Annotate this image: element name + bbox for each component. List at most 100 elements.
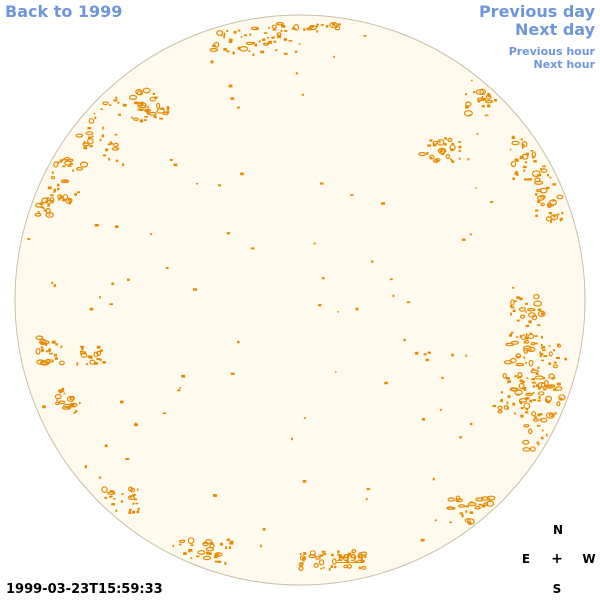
solar-feature xyxy=(556,356,560,359)
next-hour-link[interactable]: Next hour xyxy=(533,58,596,71)
solar-feature xyxy=(334,565,337,569)
next-day-link[interactable]: Next day xyxy=(515,20,595,39)
solar-feature xyxy=(134,423,138,427)
solar-feature xyxy=(546,173,549,177)
solar-feature xyxy=(501,391,503,394)
solar-feature xyxy=(537,391,545,396)
solar-feature xyxy=(225,546,228,550)
solar-feature xyxy=(541,359,544,362)
solar-feature xyxy=(475,187,477,189)
solar-feature xyxy=(510,161,517,168)
solar-feature xyxy=(183,552,187,555)
solar-feature xyxy=(76,166,83,171)
solar-feature xyxy=(533,160,537,163)
solar-feature xyxy=(102,101,109,106)
solar-feature xyxy=(98,476,102,479)
solar-feature xyxy=(267,37,270,39)
solar-feature xyxy=(146,112,150,115)
solar-feature xyxy=(54,357,58,360)
solar-feature xyxy=(486,495,496,501)
solar-feature xyxy=(540,344,543,347)
solar-feature xyxy=(115,225,119,228)
solar-feature xyxy=(346,554,350,558)
solar-feature xyxy=(358,566,361,569)
solar-feature xyxy=(512,177,515,180)
solar-feature xyxy=(528,178,533,181)
solar-feature xyxy=(132,502,135,505)
solar-feature xyxy=(39,361,50,366)
solar-feature xyxy=(530,150,534,152)
solar-feature xyxy=(223,35,225,39)
solar-feature xyxy=(61,406,72,410)
solar-feature xyxy=(360,551,368,556)
solar-feature xyxy=(115,96,118,100)
solar-feature xyxy=(202,555,212,561)
solar-feature xyxy=(528,359,534,367)
solar-feature xyxy=(93,112,96,115)
solar-feature xyxy=(135,88,143,95)
solar-feature xyxy=(514,158,518,161)
solar-feature xyxy=(67,165,72,167)
previous-hour-link[interactable]: Previous hour xyxy=(508,45,595,58)
solar-feature xyxy=(60,345,63,348)
solar-feature xyxy=(298,565,304,571)
solar-feature xyxy=(520,414,524,418)
solar-feature xyxy=(178,539,186,544)
solar-feature xyxy=(69,202,72,205)
solar-feature xyxy=(519,375,522,378)
solar-feature xyxy=(250,247,255,250)
solar-feature xyxy=(262,38,266,41)
solar-feature xyxy=(508,380,512,383)
solar-feature xyxy=(288,40,293,42)
solar-feature xyxy=(206,551,209,555)
compass-south-label: S xyxy=(552,582,562,596)
solar-feature xyxy=(519,379,523,383)
solar-feature xyxy=(55,401,60,406)
solar-feature xyxy=(502,372,507,379)
solar-feature xyxy=(89,359,96,365)
solar-feature xyxy=(444,137,447,140)
solar-feature xyxy=(546,401,551,404)
solar-feature xyxy=(233,31,237,34)
previous-day-link[interactable]: Previous day xyxy=(478,2,595,21)
solar-feature xyxy=(540,347,543,349)
compass-north-label: N xyxy=(552,523,564,537)
solar-feature xyxy=(129,508,132,511)
year-link[interactable]: 1999 xyxy=(336,553,364,564)
solar-feature xyxy=(226,232,230,235)
solar-feature xyxy=(318,304,322,307)
solar-feature xyxy=(275,22,284,26)
solar-feature xyxy=(58,198,61,201)
back-to-year-link[interactable]: Back to 1999 xyxy=(5,2,123,21)
solar-feature xyxy=(294,50,298,53)
solar-feature xyxy=(260,544,262,548)
solar-feature xyxy=(117,101,120,104)
solar-feature xyxy=(240,172,244,176)
solar-feature xyxy=(525,336,529,340)
solar-feature xyxy=(526,397,530,399)
solar-feature xyxy=(465,354,467,357)
solar-feature xyxy=(102,154,107,157)
solar-feature xyxy=(114,133,118,136)
solar-feature xyxy=(537,366,540,369)
solar-feature xyxy=(166,106,170,108)
solar-feature xyxy=(524,340,530,344)
solar-feature xyxy=(551,377,555,380)
solar-feature xyxy=(548,351,553,357)
compass-east-label: E xyxy=(521,552,531,566)
solar-feature xyxy=(60,179,70,184)
solar-feature xyxy=(334,371,337,373)
solar-feature xyxy=(389,278,393,281)
solar-feature xyxy=(209,47,219,52)
solar-feature xyxy=(197,550,206,555)
solar-feature xyxy=(96,358,101,361)
solar-feature xyxy=(548,413,554,417)
solar-feature xyxy=(484,114,489,117)
solar-feature xyxy=(514,300,517,303)
solar-feature xyxy=(500,399,503,403)
solar-feature xyxy=(365,498,368,501)
solar-feature xyxy=(228,84,233,88)
solar-feature xyxy=(432,140,439,145)
solar-feature xyxy=(66,158,74,162)
solar-feature xyxy=(510,331,514,334)
